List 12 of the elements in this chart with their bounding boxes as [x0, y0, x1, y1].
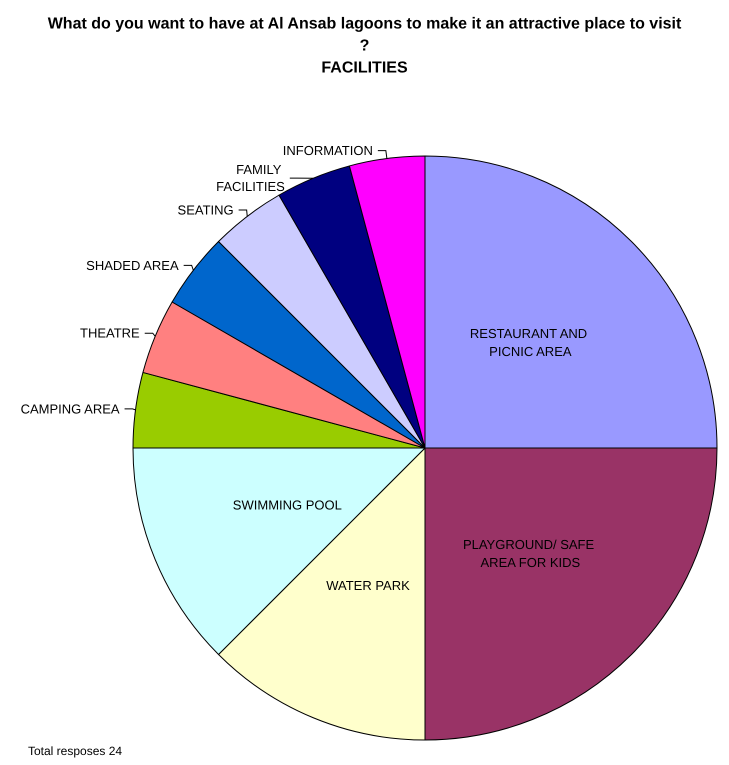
slice-label: SEATING	[178, 202, 234, 218]
slice-label: PLAYGROUND/ SAFE AREA FOR KIDS	[462, 536, 598, 570]
slice-label: CAMPING AREA	[20, 401, 120, 416]
slice-label: SWIMMING POOL	[232, 498, 342, 513]
slice-label: THEATRE	[80, 326, 140, 341]
slice-label: FAMILY FACILITIES	[216, 162, 286, 194]
slice-label: RESTAURANT AND PICNIC AREA	[470, 326, 591, 360]
slice-label: INFORMATION	[282, 143, 373, 158]
text: Total resposes 24	[28, 744, 122, 758]
slice-label: SHADED AREA	[86, 258, 179, 273]
slice-label: WATER PARK	[326, 578, 410, 594]
chart-title: What do you want to have at Al Ansab lagoons to make it an attractive place to visit? FACILITIES	[48, 16, 682, 76]
